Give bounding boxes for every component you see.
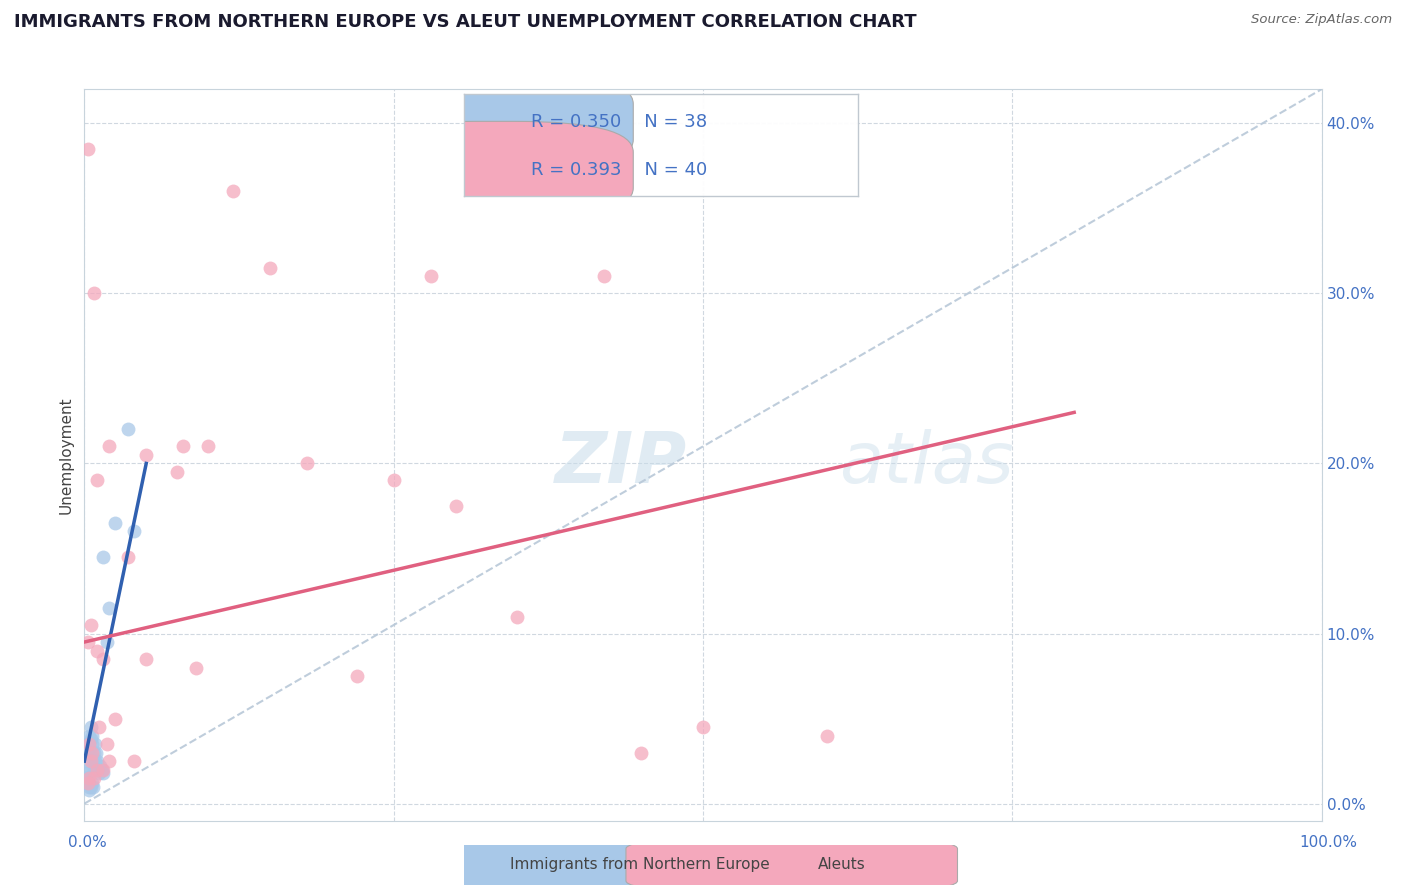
Point xyxy=(79,783,101,797)
Point xyxy=(75,754,97,768)
Point xyxy=(83,737,105,751)
Point xyxy=(82,780,104,794)
Point xyxy=(117,422,139,436)
Point xyxy=(76,746,98,760)
Text: atlas: atlas xyxy=(839,429,1014,498)
Point xyxy=(77,763,100,777)
Point xyxy=(79,618,101,632)
Point xyxy=(98,754,121,768)
Y-axis label: Unemployment: Unemployment xyxy=(58,396,73,514)
Point xyxy=(91,549,114,564)
Point xyxy=(83,771,105,785)
Point xyxy=(84,754,107,768)
FancyBboxPatch shape xyxy=(357,73,633,170)
Point xyxy=(122,754,145,768)
Point xyxy=(117,549,139,564)
Point xyxy=(77,780,100,794)
Point xyxy=(82,754,104,768)
Point xyxy=(77,635,100,649)
Text: Immigrants from Northern Europe: Immigrants from Northern Europe xyxy=(509,857,769,872)
Point xyxy=(89,720,111,734)
Point xyxy=(82,737,104,751)
Point xyxy=(83,763,105,777)
Point xyxy=(80,720,103,734)
Point xyxy=(76,766,98,780)
Point xyxy=(506,609,529,624)
Point xyxy=(79,731,101,746)
Point xyxy=(172,439,194,453)
Point xyxy=(444,499,467,513)
Text: R = 0.350    N = 38: R = 0.350 N = 38 xyxy=(531,113,707,131)
Point xyxy=(79,749,101,764)
Text: Aleuts: Aleuts xyxy=(818,857,866,872)
Point xyxy=(76,771,98,785)
Point xyxy=(80,729,103,743)
Point xyxy=(76,737,98,751)
Point xyxy=(89,766,111,780)
Point xyxy=(77,729,100,743)
Point xyxy=(166,465,188,479)
Text: 0.0%: 0.0% xyxy=(67,836,107,850)
Point xyxy=(692,720,714,734)
Point xyxy=(96,635,118,649)
Point xyxy=(184,660,207,674)
Point xyxy=(86,754,108,768)
Point xyxy=(197,439,219,453)
Point xyxy=(77,142,100,156)
FancyBboxPatch shape xyxy=(626,837,957,892)
Point xyxy=(346,669,368,683)
Point xyxy=(222,184,245,198)
Point xyxy=(104,516,127,530)
Point xyxy=(630,746,652,760)
Point xyxy=(75,771,97,785)
Point xyxy=(87,763,110,777)
Point xyxy=(122,524,145,539)
Point xyxy=(79,754,101,768)
Text: R = 0.393    N = 40: R = 0.393 N = 40 xyxy=(531,161,707,178)
Text: ZIP: ZIP xyxy=(554,429,686,498)
Point xyxy=(77,776,100,790)
Point xyxy=(83,746,105,760)
Point xyxy=(91,652,114,666)
Point xyxy=(79,737,101,751)
Point xyxy=(79,780,101,794)
Point xyxy=(135,448,157,462)
Point xyxy=(86,474,108,488)
Point xyxy=(77,776,100,790)
Point xyxy=(80,746,103,760)
FancyBboxPatch shape xyxy=(357,121,633,219)
Point xyxy=(80,776,103,790)
Point xyxy=(84,746,107,760)
Point xyxy=(98,439,121,453)
Point xyxy=(96,737,118,751)
Text: 100.0%: 100.0% xyxy=(1299,836,1358,850)
Point xyxy=(91,763,114,777)
Point xyxy=(419,269,441,284)
Point xyxy=(90,763,112,777)
Point xyxy=(135,652,157,666)
Text: IMMIGRANTS FROM NORTHERN EUROPE VS ALEUT UNEMPLOYMENT CORRELATION CHART: IMMIGRANTS FROM NORTHERN EUROPE VS ALEUT… xyxy=(14,13,917,31)
Point xyxy=(382,474,405,488)
Point xyxy=(259,260,281,275)
Point xyxy=(104,712,127,726)
Point xyxy=(79,771,101,785)
Point xyxy=(815,729,838,743)
Point xyxy=(593,269,616,284)
FancyBboxPatch shape xyxy=(318,837,648,892)
Point xyxy=(295,457,318,471)
Point xyxy=(79,742,101,756)
Point xyxy=(98,601,121,615)
Point xyxy=(86,763,108,777)
Point xyxy=(91,766,114,780)
Point xyxy=(86,643,108,657)
Point xyxy=(89,759,111,773)
Text: Source: ZipAtlas.com: Source: ZipAtlas.com xyxy=(1251,13,1392,27)
Point xyxy=(83,286,105,301)
